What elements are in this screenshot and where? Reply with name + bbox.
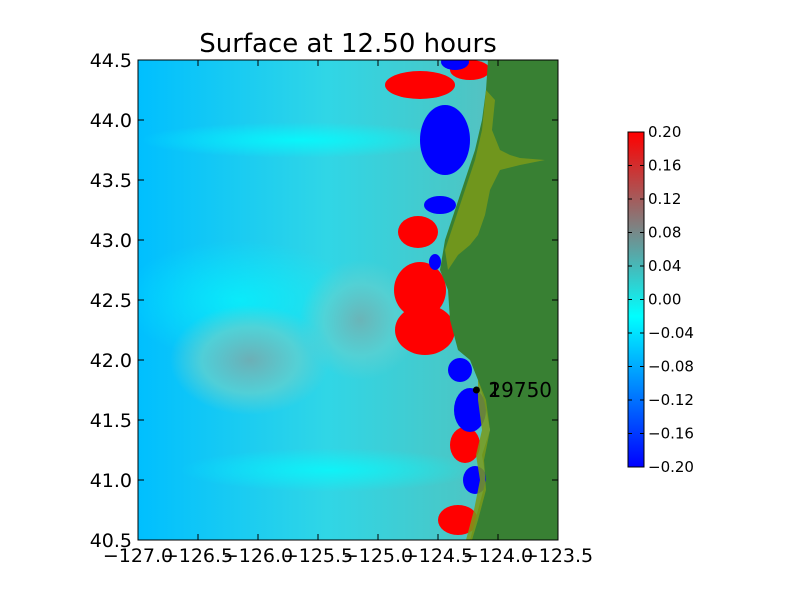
colorbar-tick-label: 0.00	[648, 291, 681, 309]
cyan-band	[180, 448, 480, 492]
x-tick-label: −123.5	[523, 545, 593, 567]
y-tick-label: 43.5	[90, 170, 132, 192]
negative-anomaly	[429, 254, 441, 270]
x-tick-label: −125.0	[343, 545, 413, 567]
gauge-label: 19750	[488, 378, 552, 402]
x-tick-label: −127.0	[103, 545, 173, 567]
positive-anomaly	[398, 216, 438, 248]
y-tick-label: 44.5	[90, 50, 132, 72]
plot-area	[138, 60, 558, 540]
y-axis: 40.5 41.0 41.5 42.0 42.5 43.0 43.5 44.0 44.5	[90, 50, 558, 552]
positive-anomaly	[394, 262, 446, 318]
y-tick-label: 43.0	[90, 230, 132, 252]
gauge-dot	[472, 386, 480, 394]
colorbar-tick-label: −0.20	[648, 458, 694, 476]
negative-anomaly	[420, 105, 470, 175]
y-tick-label: 44.0	[90, 110, 132, 132]
x-tick-label: −125.5	[283, 545, 353, 567]
colorbar-tick-label: −0.08	[648, 358, 694, 376]
negative-anomaly	[441, 60, 469, 70]
negative-anomaly	[424, 196, 456, 214]
x-tick-label: −126.0	[223, 545, 293, 567]
colorbar-ticks: 0.20 0.16 0.12 0.08 0.04 0.00 −0.04 −0.08 −0.12 −…	[628, 123, 694, 476]
chart-title: Surface at 12.50 hours	[199, 29, 497, 59]
x-tick-label: −126.5	[163, 545, 233, 567]
coastal-vegetation	[466, 380, 490, 540]
negative-anomaly	[448, 358, 472, 382]
colorbar: 0.20 0.16 0.12 0.08 0.04 0.00 −0.04 −0.08 −0.12 −…	[627, 123, 694, 476]
x-axis: −127.0−126.5−126.0−125.5−125.0−124.5−124…	[103, 60, 593, 567]
gauge-label: 2	[488, 378, 501, 402]
colorbar-tick-label: 0.12	[648, 190, 681, 208]
positive-anomaly	[395, 305, 455, 355]
positive-anomaly	[385, 71, 455, 99]
x-tick-label: −124.5	[403, 545, 473, 567]
colorbar-tick-label: 0.16	[648, 157, 681, 175]
positive-anomaly	[450, 427, 480, 463]
y-tick-label: 42.5	[90, 290, 132, 312]
gray-anomaly	[300, 260, 420, 380]
positive-anomaly	[438, 505, 478, 535]
y-tick-label: 41.0	[90, 470, 132, 492]
y-tick-label: 41.5	[90, 410, 132, 432]
colorbar-tick-label: −0.16	[648, 425, 694, 443]
colorbar-tick-label: −0.04	[648, 324, 694, 342]
cyan-band	[140, 122, 460, 158]
coastal-vegetation	[445, 90, 545, 270]
x-tick-label: −124.0	[463, 545, 533, 567]
colorbar-tick-label: 0.04	[648, 257, 681, 275]
colorbar-tick-label: 0.08	[648, 224, 681, 242]
colorbar-tick-label: 0.20	[648, 123, 681, 141]
gauge-label: 1	[488, 378, 501, 402]
y-tick-label: 40.5	[90, 530, 132, 552]
gray-anomaly	[170, 305, 330, 415]
colorbar-tick-label: −0.12	[648, 391, 694, 409]
y-tick-label: 42.0	[90, 350, 132, 372]
